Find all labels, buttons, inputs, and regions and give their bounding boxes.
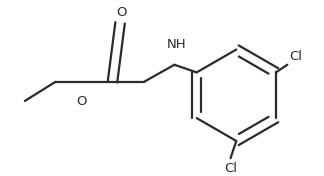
Text: O: O <box>77 95 87 108</box>
Text: Cl: Cl <box>224 162 237 175</box>
Text: Cl: Cl <box>289 50 302 63</box>
Text: O: O <box>116 6 126 19</box>
Text: NH: NH <box>167 38 186 51</box>
